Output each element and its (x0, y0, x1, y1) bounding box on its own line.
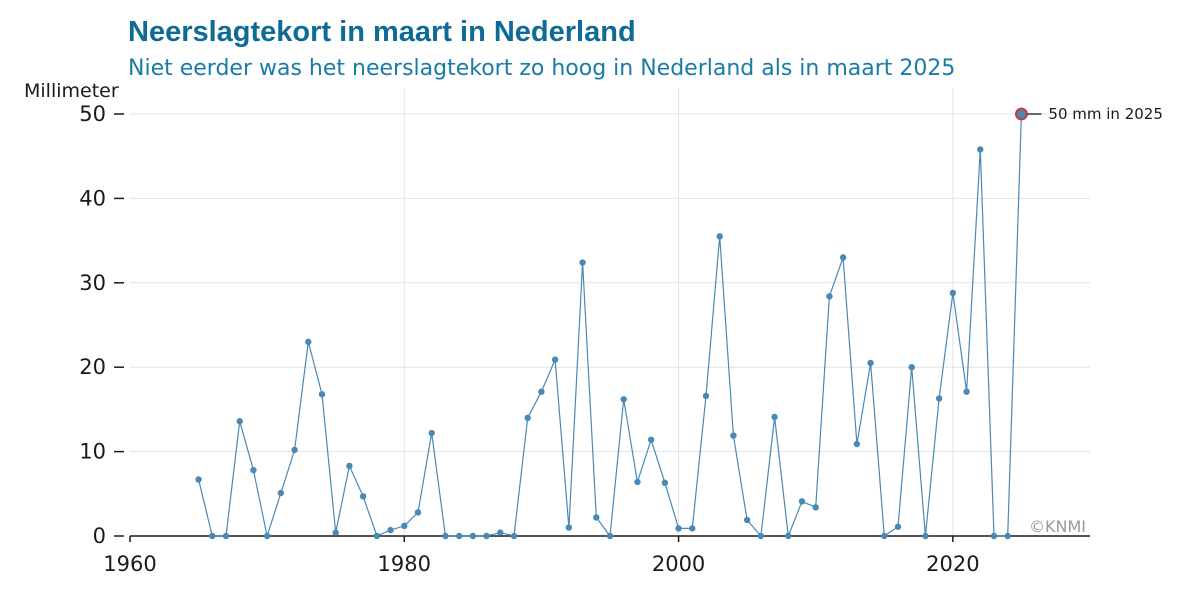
data-point (867, 359, 874, 367)
data-point (428, 429, 435, 437)
data-point (716, 233, 723, 240)
data-point (771, 413, 778, 421)
data-point (222, 532, 230, 540)
data-point (538, 388, 545, 395)
data-point (881, 532, 888, 540)
y-tick-label: 30 (79, 271, 106, 295)
data-point (963, 388, 970, 395)
x-tick-label: 2020 (926, 552, 979, 576)
data-point (551, 356, 559, 363)
data-point (414, 509, 422, 516)
grid (130, 88, 1090, 536)
data-point (263, 532, 271, 540)
data-point (757, 532, 765, 540)
data-points (195, 110, 1025, 540)
data-point (510, 532, 518, 540)
data-point (812, 504, 819, 511)
series-line (198, 113, 1022, 539)
data-point (935, 395, 943, 402)
data-point (730, 432, 737, 439)
data-point (579, 259, 586, 266)
highlight-point (1015, 107, 1028, 121)
data-point (620, 396, 627, 403)
data-point (675, 525, 682, 532)
data-point (483, 532, 490, 540)
data-point (401, 522, 408, 530)
data-point (908, 364, 915, 371)
data-point (318, 391, 326, 398)
data-point (949, 289, 957, 297)
data-point (373, 532, 381, 540)
chart-subtitle: Niet eerder was het neerslagtekort zo ho… (128, 56, 956, 81)
data-point (332, 529, 339, 536)
data-point (359, 493, 367, 500)
x-tick-label: 2000 (652, 552, 705, 576)
annotations: 50 mm in 2025 (1015, 105, 1163, 123)
y-tick-label: 40 (79, 186, 106, 210)
data-point (236, 418, 243, 425)
data-point (442, 532, 449, 540)
data-point (195, 476, 202, 483)
data-point (990, 532, 998, 540)
y-axis-label: Millimeter (24, 80, 119, 102)
data-point (209, 532, 216, 540)
data-point (922, 532, 929, 540)
data-point (305, 338, 312, 346)
data-point (798, 498, 806, 505)
data-point (702, 392, 710, 400)
x-tick-label: 1960 (103, 552, 156, 576)
data-point (565, 524, 573, 531)
data-point (346, 462, 353, 470)
y-tick-label: 10 (79, 440, 106, 464)
data-point (661, 479, 669, 487)
data-point (497, 529, 504, 536)
x-tick-label: 1980 (378, 552, 431, 576)
data-point (455, 532, 463, 540)
data-point (647, 436, 655, 443)
y-tick-label: 0 (93, 524, 106, 548)
data-point (606, 532, 614, 540)
data-point (853, 440, 861, 448)
data-point (1004, 532, 1011, 540)
data-point (634, 478, 641, 486)
chart-title: Neerslagtekort in maart in Nederland (128, 16, 636, 48)
data-point (826, 293, 833, 300)
x-axis-ticks: 1960 1980 2000 2020 (103, 536, 980, 576)
y-tick-label: 20 (79, 355, 106, 379)
data-point (839, 254, 847, 261)
data-point (469, 532, 477, 540)
data-point (524, 414, 531, 422)
data-point (743, 516, 751, 524)
data-point (785, 532, 792, 540)
annotation-label: 50 mm in 2025 (1048, 105, 1162, 123)
data-point (277, 489, 285, 497)
data-point (387, 526, 394, 534)
data-point (689, 525, 696, 532)
data-point (593, 514, 600, 521)
data-point (250, 466, 257, 474)
credit-label: ©KNMI (1029, 517, 1086, 536)
y-axis-ticks: 0 10 20 30 40 50 (79, 102, 124, 548)
y-tick-label: 50 (79, 102, 106, 126)
data-point (894, 523, 902, 530)
data-point (977, 146, 984, 153)
data-point (291, 446, 298, 454)
